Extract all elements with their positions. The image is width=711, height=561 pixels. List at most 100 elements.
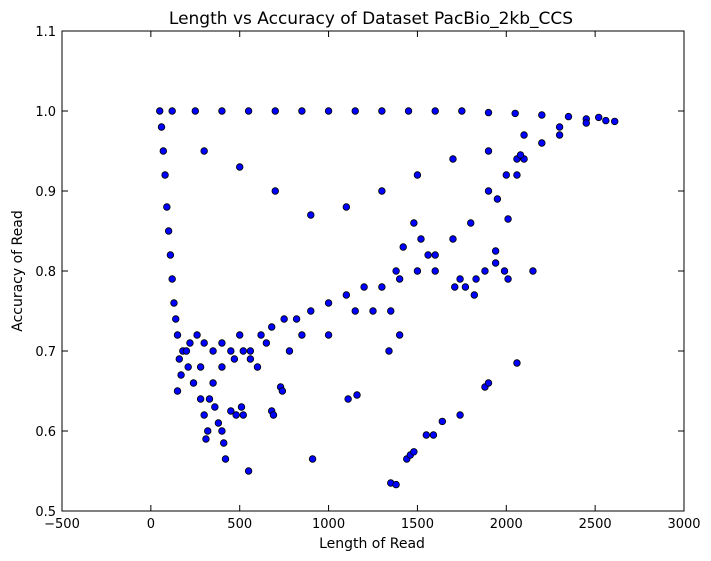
data-point [239, 347, 247, 355]
data-point [610, 117, 619, 126]
data-point [484, 108, 493, 117]
data-point [502, 171, 510, 179]
x-tick-label: 1000 [312, 517, 345, 532]
data-point [218, 107, 226, 115]
data-point [491, 259, 500, 267]
data-point [504, 215, 512, 223]
data-point [269, 411, 278, 419]
data-point [161, 171, 169, 179]
chart-title: Length vs Accuracy of Dataset PacBio_2kb… [169, 9, 573, 29]
data-point [159, 147, 167, 155]
data-point [422, 431, 431, 439]
y-axis-title: Accuracy of Read [10, 210, 26, 332]
data-point [595, 113, 603, 122]
data-point [156, 107, 164, 115]
data-point [504, 275, 512, 283]
data-point [218, 427, 226, 435]
plot-area [61, 30, 685, 512]
data-point [451, 283, 459, 291]
data-point [189, 379, 198, 387]
data-point [438, 417, 447, 426]
data-point [413, 171, 422, 179]
data-point [232, 411, 240, 419]
data-point [378, 187, 386, 195]
data-point [431, 107, 439, 115]
data-point [230, 355, 239, 363]
data-point [417, 235, 425, 243]
data-point [168, 275, 176, 283]
data-point [413, 267, 422, 275]
data-point [410, 219, 418, 227]
data-point [399, 243, 407, 251]
data-point [227, 347, 235, 355]
data-point [280, 315, 288, 323]
data-point [307, 307, 315, 315]
data-point [538, 111, 546, 119]
data-point [184, 363, 192, 371]
data-point [218, 363, 226, 371]
data-point [209, 379, 217, 387]
data-point [431, 251, 439, 259]
data-point [246, 347, 255, 355]
data-point [196, 395, 205, 403]
data-point [461, 283, 470, 291]
y-tick-label: 0.5 [35, 505, 56, 520]
data-point [172, 315, 180, 323]
data-point [481, 267, 489, 275]
data-point [236, 163, 244, 171]
data-point [404, 107, 413, 115]
data-point [429, 431, 438, 439]
data-point [246, 355, 255, 363]
data-point [385, 347, 393, 355]
data-point [177, 371, 185, 379]
data-point [555, 131, 564, 139]
data-point [342, 291, 351, 299]
data-point [200, 411, 208, 419]
x-tick-label: 2500 [579, 517, 612, 532]
data-point [378, 107, 386, 115]
x-tick-label: 500 [227, 517, 252, 532]
data-point [513, 359, 521, 367]
x-axis-title: Length of Read [319, 536, 425, 552]
data-point [209, 347, 217, 355]
data-point [196, 363, 205, 371]
data-point [204, 427, 212, 435]
data-point [257, 331, 265, 339]
data-point [369, 307, 377, 315]
data-point [351, 307, 359, 315]
data-point [324, 299, 333, 307]
x-tick-label: −500 [44, 517, 80, 532]
x-tick-label: 2000 [490, 517, 523, 532]
data-point [200, 339, 208, 347]
data-point [392, 267, 400, 275]
data-point [392, 480, 400, 489]
y-tick-label: 0.7 [35, 345, 56, 360]
data-point [410, 448, 418, 456]
data-point [253, 363, 262, 371]
data-point [191, 107, 199, 115]
data-point [555, 123, 564, 131]
data-point [298, 331, 306, 339]
data-point [221, 455, 230, 463]
data-point [360, 283, 368, 291]
data-point [493, 195, 502, 203]
data-point [168, 107, 176, 115]
data-point [378, 283, 386, 291]
data-point [202, 435, 210, 443]
data-point [285, 347, 294, 355]
data-point [344, 395, 352, 403]
data-point [342, 203, 351, 211]
data-point [484, 147, 493, 155]
data-point [211, 403, 219, 411]
data-point [244, 107, 253, 115]
data-point [218, 339, 226, 347]
data-point [244, 467, 253, 475]
data-point [456, 411, 464, 419]
data-point [491, 247, 500, 255]
data-point [395, 331, 404, 339]
data-point [529, 267, 537, 275]
data-point [470, 291, 478, 299]
data-point [262, 339, 271, 347]
points-layer [156, 107, 619, 489]
